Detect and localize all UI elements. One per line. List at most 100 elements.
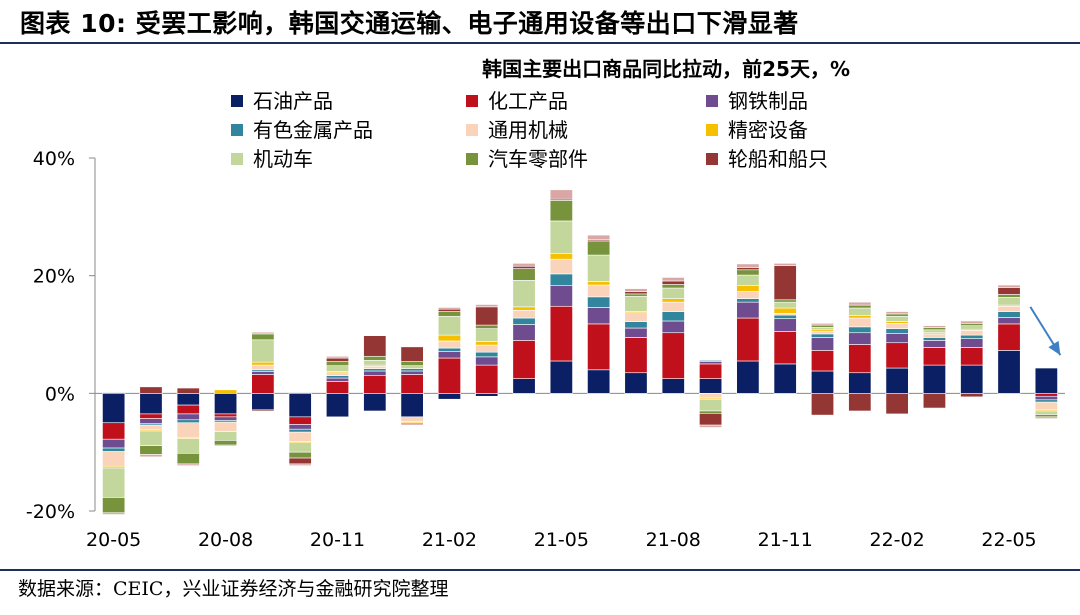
bar-segment [139,386,163,394]
bar-segment [549,200,573,222]
bar-segment [1034,395,1058,401]
bar-segment [922,393,946,409]
bar-segment [848,326,872,334]
bar-segment [475,356,499,366]
bar-segment [139,445,163,455]
bar-stack-20-05 [102,393,126,515]
bar-segment [736,301,760,319]
bar-segment [512,263,536,267]
bar-segment [661,301,685,312]
bar-segment [997,297,1021,306]
bar-segment [885,333,909,344]
bar-segment [922,333,946,338]
bar-segment [400,346,424,362]
bar-segment [102,447,126,452]
bar-segment [997,305,1021,312]
axes: -20% 0% 20% 40% 20-05 20-08 20-11 21-02 21-05 21-… [26,148,1065,551]
bar-segment [214,389,238,394]
bar-segment [699,413,723,426]
bar-stack-20-09 [251,331,275,412]
bar-segment [437,307,461,310]
x-tick-label: 22-05 [981,529,1036,551]
bar-segment [363,334,387,336]
bar-segment [400,368,424,372]
bar-segment [624,327,648,338]
legend-item: 精密设备 [706,118,808,142]
bar-segment [251,371,275,375]
x-tick-label: 21-08 [646,529,701,551]
y-tick-label: 0% [45,383,75,405]
bar-segment [475,341,499,346]
bar-segment [624,312,648,322]
bar-segment [773,314,797,319]
bar-segment [549,258,573,275]
bar-segment [885,311,909,315]
bar-segment [587,284,611,298]
bar-segment [288,457,312,465]
bar-segment [773,307,797,314]
bar-segment [624,372,648,394]
bar-segment [773,363,797,394]
bar-segment [176,453,200,465]
bar-segment [811,333,834,338]
bar-segment [848,393,872,412]
legend-swatch [466,95,478,107]
bar-segment [624,293,648,297]
bar-segment [1034,399,1058,403]
bar-segment [549,253,573,260]
bar-segment [699,410,723,414]
bar-segment [549,360,573,394]
top-rule [0,42,1080,44]
legend-label: 化工产品 [488,89,568,113]
bar-segment [848,344,872,374]
bar-segment [363,335,387,357]
bar-stack-21-03 [475,304,499,397]
bar-segment [251,339,275,363]
bar-segment [363,360,387,366]
bar-segment [288,424,312,430]
bar-segment [997,350,1021,394]
bar-segment [326,381,349,394]
bar-stack-22-03 [922,325,946,409]
bar-segment [997,317,1021,325]
bar-segment [176,438,200,454]
legend-label: 汽车零部件 [488,147,588,171]
legend-swatch [466,153,478,165]
bar-segment [512,310,536,319]
legend-swatch [231,124,243,136]
bar-segment [176,463,200,466]
bar-segment [699,360,723,362]
bar-segment [773,318,797,332]
bar-segment [139,454,163,458]
bar-stack-20-06 [139,386,163,458]
x-tick-label: 20-11 [310,529,365,551]
bar-segment [960,325,984,330]
legend-label: 有色金属产品 [253,118,373,142]
bar-segment [214,431,238,441]
bar-segment [587,369,611,394]
bar-segment [139,393,163,415]
bar-segment [102,393,126,424]
bar-segment [811,324,834,328]
bar-segment [214,444,238,447]
legend-swatch [706,95,718,107]
bar-segment [624,337,648,374]
legend-item: 通用机械 [466,118,568,142]
bar-segment [848,301,872,306]
bar-segment [176,404,200,415]
bottom-rule [0,569,1080,571]
bar-segment [214,413,238,418]
bar-segment [661,284,685,289]
bar-segment [997,287,1021,295]
bar-segment [736,263,760,268]
bar-segment [512,340,536,379]
bar-segment [997,294,1021,298]
bar-segment [512,378,536,394]
bar-stack-20-12 [363,334,387,412]
bar-stack-22-02 [885,311,909,415]
bar-stack-20-10 [288,393,312,466]
bar-segment [400,374,424,394]
bar-segment [699,393,723,399]
bar-segment [922,347,946,366]
